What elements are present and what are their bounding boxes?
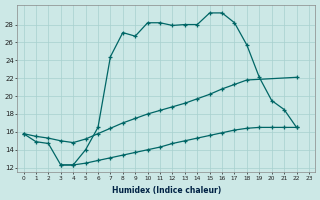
X-axis label: Humidex (Indice chaleur): Humidex (Indice chaleur) <box>112 186 221 195</box>
